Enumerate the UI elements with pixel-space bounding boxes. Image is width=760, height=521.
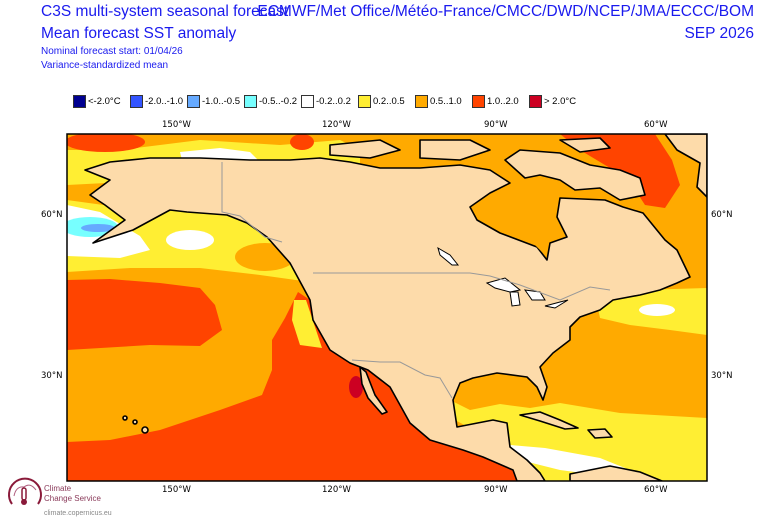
us-canada-border <box>313 272 611 301</box>
legend-label: <-2.0°C <box>88 95 121 107</box>
legend-swatch <box>130 94 143 108</box>
lon-label-bottom: 150°W <box>162 485 191 495</box>
legend-item: -0.2..0.2 <box>301 94 358 108</box>
south-america <box>569 465 663 481</box>
anomaly-red-central-pacific <box>67 279 222 350</box>
legend-swatch <box>415 94 428 108</box>
anomaly-darkred-baja <box>349 376 363 398</box>
anomaly-white-gulf-alaska <box>166 230 214 250</box>
cuba <box>519 411 579 430</box>
color-legend: <-2.0°C -2.0..-1.0 -1.0..-0.5 -0.5..-0.2… <box>73 94 586 108</box>
lon-label-top: 150°W <box>162 120 191 130</box>
legend-label: -2.0..-1.0 <box>145 95 184 107</box>
hawaii-island <box>141 426 149 434</box>
lat-label-right: 30°N <box>711 371 733 381</box>
legend-item: 0.2..0.5 <box>358 94 415 108</box>
arctic-island <box>559 137 611 153</box>
great-lake <box>485 277 522 293</box>
forecast-start: Nominal forecast start: 01/04/26 <box>41 46 183 57</box>
legend-label: -0.2..0.2 <box>316 95 351 107</box>
legend-swatch <box>73 94 86 108</box>
legend-label: > 2.0°C <box>544 95 577 107</box>
lat-label-left: 60°N <box>41 210 63 220</box>
legend-label: -0.5..-0.2 <box>259 95 298 107</box>
title: C3S multi-system seasonal forecast <box>41 3 289 20</box>
north-america-land <box>84 157 691 481</box>
thermometer-cloud-icon <box>8 477 42 505</box>
great-lake <box>544 299 569 309</box>
baffin-island <box>504 149 646 201</box>
legend-item: 1.0..2.0 <box>472 94 529 108</box>
legend-label: 0.2..0.5 <box>373 95 405 107</box>
greenland <box>664 134 707 198</box>
lat-label-left: 30°N <box>41 371 63 381</box>
copernicus-logo: Climate Change Service climate.copernicu… <box>4 474 112 519</box>
alaska-canada-border <box>221 162 283 243</box>
legend-swatch <box>472 94 485 108</box>
baja-california <box>359 366 388 415</box>
legend-item: <-2.0°C <box>73 94 130 108</box>
anomaly-red-arctic <box>290 134 314 150</box>
hispaniola <box>587 428 613 439</box>
legend-item: > 2.0°C <box>529 94 586 108</box>
legend-swatch <box>529 94 542 108</box>
lon-label-top: 120°W <box>322 120 351 130</box>
lon-label-bottom: 90°W <box>484 485 508 495</box>
legend-item: -1.0..-0.5 <box>187 94 244 108</box>
map-frame <box>66 133 708 482</box>
legend-swatch <box>187 94 200 108</box>
anomaly-red-arctic <box>67 134 145 152</box>
logo-line1: Climate <box>44 484 72 493</box>
hudson-bay-anomaly-overlay <box>478 190 562 252</box>
lon-label-top: 60°W <box>644 120 668 130</box>
lon-label-bottom: 120°W <box>322 485 351 495</box>
arctic-island <box>329 139 401 159</box>
anomaly-yellow-california-coast <box>292 300 322 348</box>
legend-item: 0.5..1.0 <box>415 94 472 108</box>
arctic-island <box>419 139 491 161</box>
lon-label-top: 90°W <box>484 120 508 130</box>
legend-label: -1.0..-0.5 <box>202 95 241 107</box>
legend-swatch <box>301 94 314 108</box>
great-lake <box>509 291 521 307</box>
subtitle: Mean forecast SST anomaly <box>41 25 237 42</box>
anomaly-yellow-caribbean <box>450 400 707 481</box>
centres: ECMWF/Met Office/Météo-France/CMCC/DWD/N… <box>257 3 754 20</box>
logo-url: climate.copernicus.eu <box>44 510 112 517</box>
logo-line2: Change Service <box>44 494 101 503</box>
forecast-period: SEP 2026 <box>684 25 754 42</box>
lake <box>437 246 460 266</box>
legend-label: 1.0..2.0 <box>487 95 519 107</box>
hawaii-island <box>132 419 138 425</box>
legend-item: -2.0..-1.0 <box>130 94 187 108</box>
legend-item: -0.5..-0.2 <box>244 94 301 108</box>
method-note: Variance-standardized mean <box>41 60 169 71</box>
lat-label-right: 60°N <box>711 210 733 220</box>
us-mexico-border <box>351 359 453 399</box>
anomaly-red-eastern-pacific <box>67 292 517 481</box>
lon-label-bottom: 60°W <box>644 485 668 495</box>
anomaly-lightblue-bering <box>81 224 115 232</box>
legend-swatch <box>244 94 257 108</box>
anomaly-white-natlantic <box>639 304 675 316</box>
hawaii-island <box>122 415 128 421</box>
legend-label: 0.5..1.0 <box>430 95 462 107</box>
legend-swatch <box>358 94 371 108</box>
